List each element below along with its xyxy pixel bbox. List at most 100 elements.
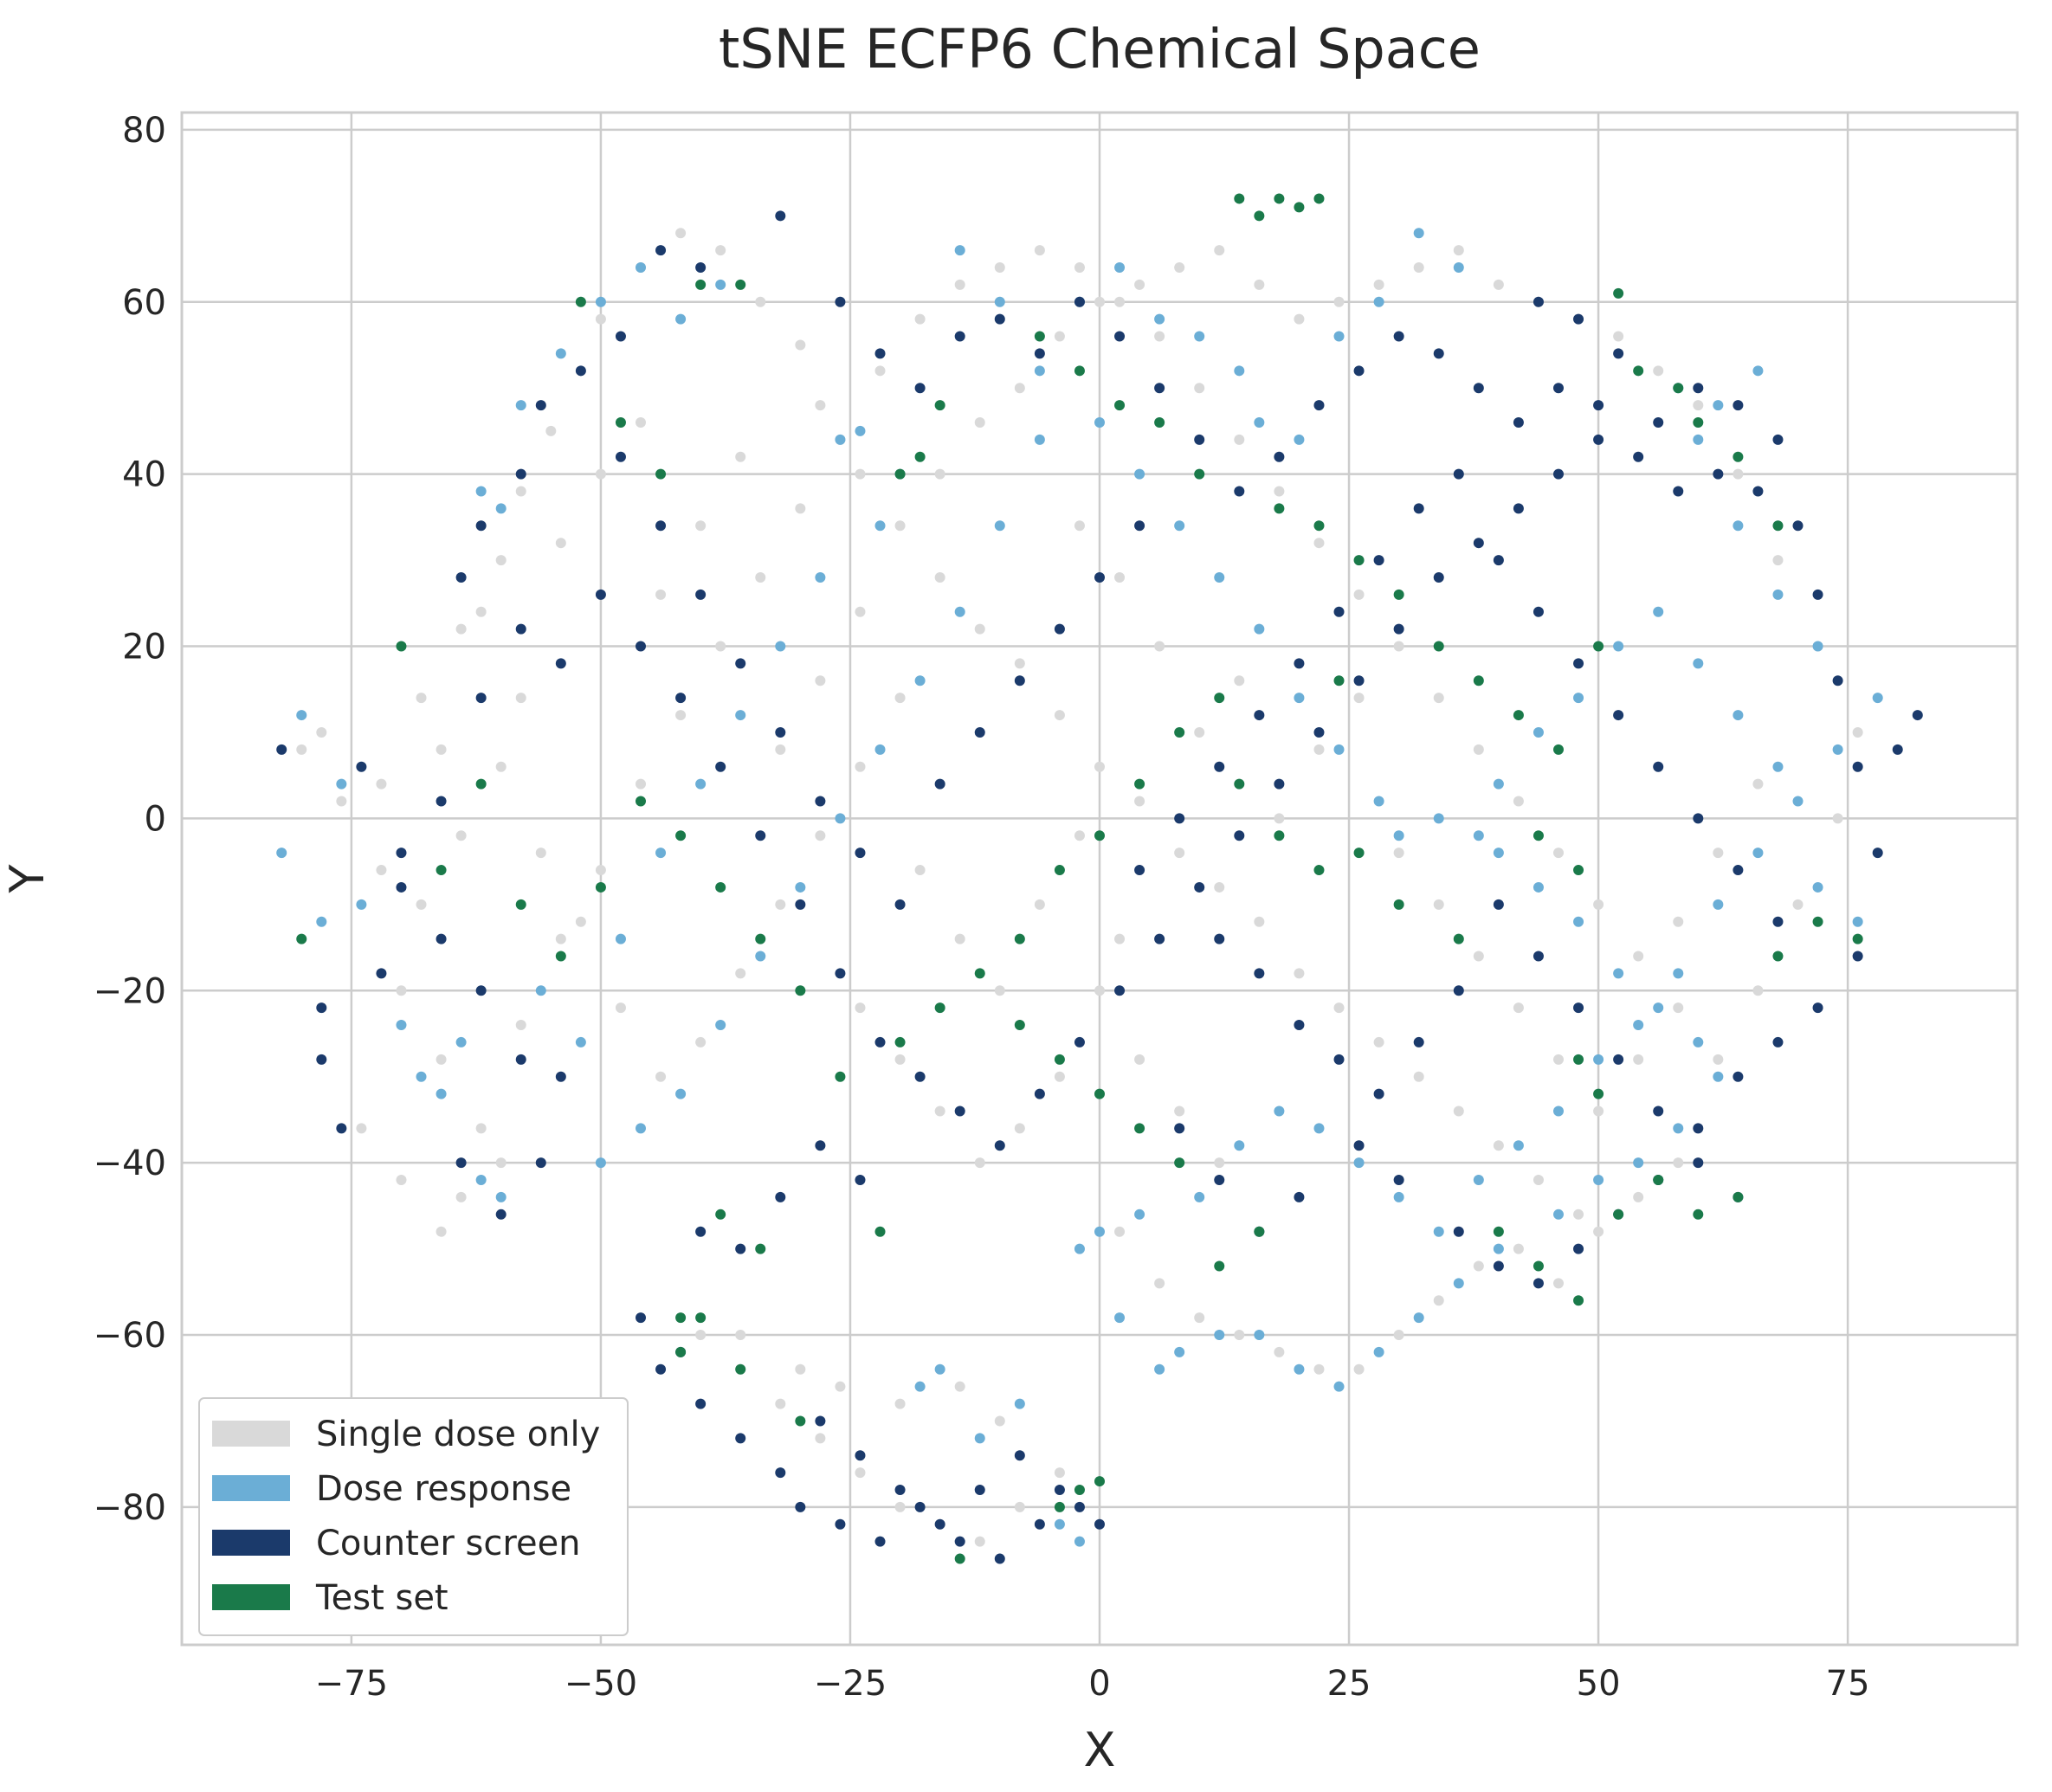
data-point <box>1812 881 1823 893</box>
data-point <box>1014 383 1025 394</box>
data-point <box>1693 434 1704 445</box>
data-point <box>1832 813 1843 824</box>
data-point <box>914 313 926 325</box>
data-point <box>1433 693 1444 704</box>
data-point <box>954 606 965 617</box>
data-point <box>775 210 786 222</box>
data-point <box>874 1036 886 1047</box>
data-point <box>1274 813 1285 824</box>
data-point <box>1254 968 1265 979</box>
data-point <box>715 881 726 893</box>
data-point <box>894 1501 906 1512</box>
data-point <box>396 848 407 859</box>
data-point <box>636 1123 646 1134</box>
data-point <box>1294 693 1305 704</box>
data-point <box>1154 331 1165 342</box>
data-point <box>535 400 546 411</box>
data-point <box>1234 675 1245 687</box>
data-point <box>1234 1330 1245 1341</box>
data-point <box>1174 520 1185 532</box>
data-point <box>1114 571 1126 583</box>
data-point <box>974 968 985 979</box>
data-point <box>495 555 507 566</box>
data-point <box>1613 1054 1624 1065</box>
data-point <box>495 1191 507 1202</box>
data-point <box>1254 1330 1265 1341</box>
data-point <box>1333 331 1345 342</box>
data-point <box>1533 726 1544 738</box>
data-point <box>715 761 726 772</box>
data-point <box>1573 865 1584 876</box>
data-point <box>475 778 487 790</box>
legend-label: Counter screen <box>316 1524 581 1563</box>
data-point <box>815 400 826 411</box>
data-point <box>1533 1278 1544 1289</box>
data-point <box>894 520 906 532</box>
data-point <box>775 744 786 755</box>
data-point <box>636 416 646 428</box>
data-point <box>1892 744 1903 755</box>
data-point <box>1114 296 1126 307</box>
data-point <box>735 1330 746 1341</box>
chart-title: tSNE ECFP6 Chemical Space <box>719 17 1481 81</box>
data-point <box>695 1036 707 1047</box>
data-point <box>1274 830 1285 841</box>
data-point <box>636 1312 646 1324</box>
data-point <box>695 261 707 273</box>
data-point <box>1673 383 1684 394</box>
data-point <box>1473 383 1484 394</box>
data-point <box>1034 245 1045 256</box>
scatter-points <box>276 193 1923 1564</box>
data-point <box>1333 1054 1345 1065</box>
data-point <box>835 434 846 445</box>
data-point <box>1473 951 1484 962</box>
data-point <box>835 813 846 824</box>
data-point <box>376 865 387 876</box>
data-point <box>1294 1191 1305 1202</box>
data-point <box>615 1002 626 1014</box>
data-point <box>1234 1140 1245 1151</box>
y-tick-label: −20 <box>94 971 166 1011</box>
data-point <box>1573 1002 1584 1014</box>
data-point <box>1254 623 1265 635</box>
data-point <box>755 830 766 841</box>
data-point <box>1693 383 1704 394</box>
legend-swatch <box>212 1421 290 1447</box>
data-point <box>994 296 1005 307</box>
data-point <box>914 865 926 876</box>
data-point <box>296 744 307 755</box>
data-point <box>894 693 906 704</box>
data-point <box>436 1054 447 1065</box>
data-point <box>455 830 467 841</box>
data-point <box>316 726 327 738</box>
data-point <box>655 245 667 256</box>
data-point <box>1613 331 1624 342</box>
data-point <box>515 899 526 910</box>
data-point <box>1473 1175 1484 1186</box>
data-point <box>455 1036 467 1047</box>
data-point <box>954 245 965 256</box>
data-point <box>545 425 557 436</box>
data-point <box>675 228 687 239</box>
data-point <box>1613 348 1624 359</box>
data-point <box>595 589 606 600</box>
data-point <box>735 279 746 290</box>
data-point <box>1453 933 1464 944</box>
data-point <box>1254 279 1265 290</box>
data-point <box>1054 1054 1065 1065</box>
legend-swatch <box>212 1584 290 1610</box>
data-point <box>954 279 965 290</box>
y-tick-label: −40 <box>94 1144 166 1183</box>
data-point <box>974 726 985 738</box>
data-point <box>1533 1175 1544 1186</box>
data-point <box>675 313 687 325</box>
data-point <box>675 1346 687 1357</box>
data-point <box>855 468 866 480</box>
data-point <box>1114 1312 1126 1324</box>
data-point <box>1333 675 1345 687</box>
data-point <box>575 916 586 927</box>
data-point <box>296 933 307 944</box>
data-point <box>436 1088 447 1099</box>
data-point <box>1034 365 1045 377</box>
data-point <box>1294 202 1305 213</box>
